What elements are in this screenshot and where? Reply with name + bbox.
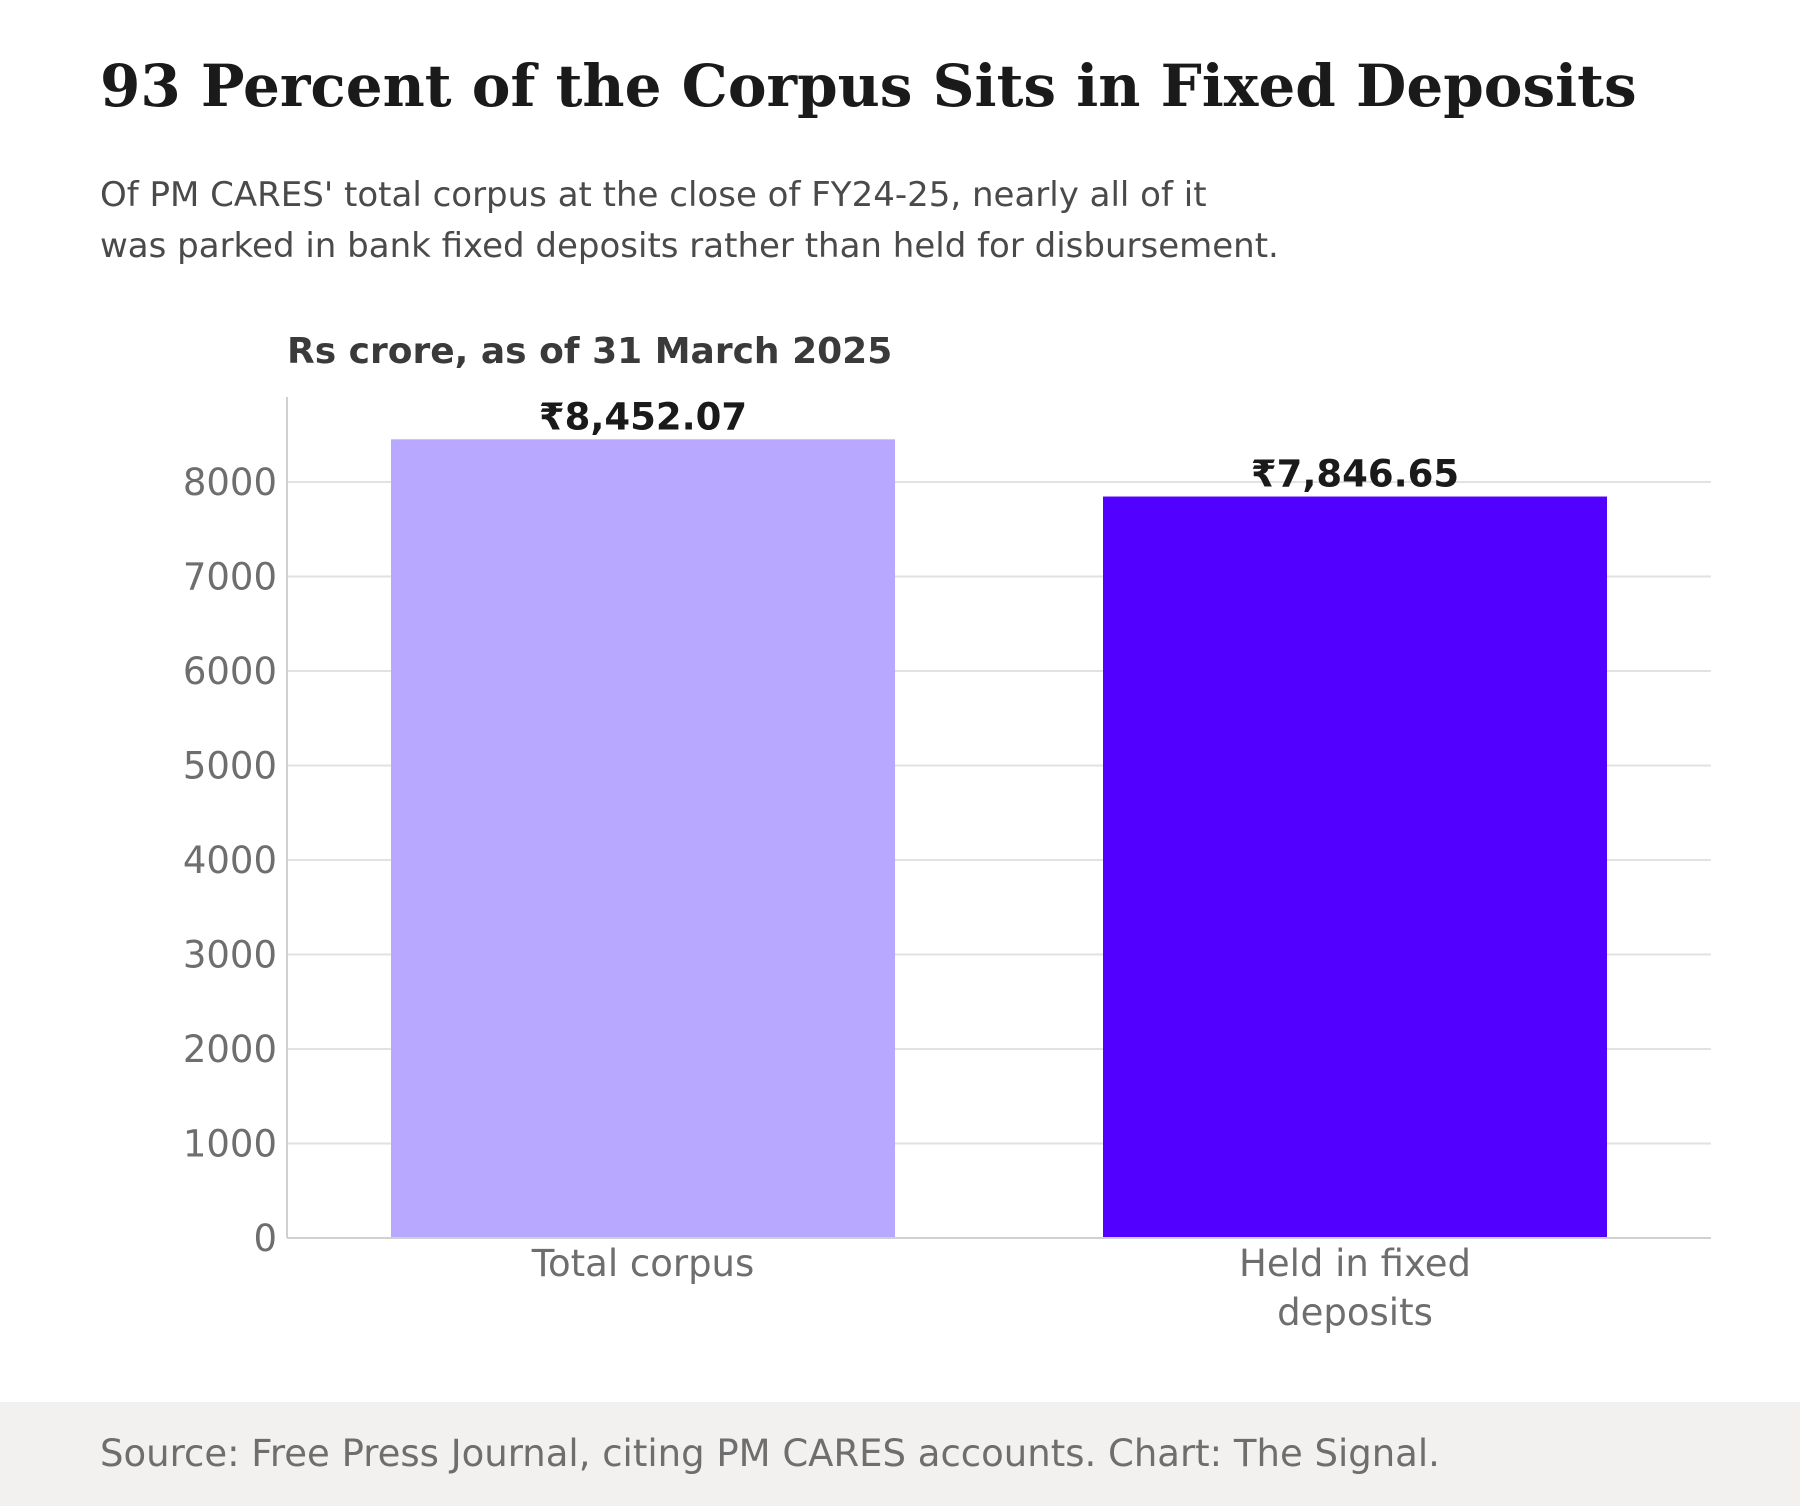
subtitle-line: Of PM CARES' total corpus at the close o… xyxy=(100,175,1207,215)
chart-units-label: Rs crore, as of 31 March 2025 xyxy=(287,331,892,372)
subtitle-line: was parked in bank fixed deposits rather… xyxy=(100,226,1279,266)
x-category-label-line: Total corpus xyxy=(531,1242,755,1285)
bar-chart: Rs crore, as of 31 March 2025 0 1000 2000 30… xyxy=(183,331,1711,1334)
bar xyxy=(391,439,895,1238)
y-tick-label: 8000 xyxy=(183,461,277,504)
x-category-label-line: deposits xyxy=(1277,1291,1433,1334)
x-category-label: Held in fixed deposits xyxy=(1239,1242,1471,1334)
chart-subtitle: Of PM CARES' total corpus at the close o… xyxy=(100,170,1279,272)
bar-value-label: ₹7,846.65 xyxy=(1251,453,1459,496)
y-tick-label: 5000 xyxy=(183,745,277,788)
x-category-label-line: Held in fixed xyxy=(1239,1242,1471,1285)
y-tick-label: 2000 xyxy=(183,1028,277,1071)
source-note: Source: Free Press Journal, citing PM CA… xyxy=(100,1432,1440,1475)
y-tick-label: 4000 xyxy=(183,839,277,882)
source-footer: Source: Free Press Journal, citing PM CA… xyxy=(0,1402,1800,1506)
labels: Rs crore, as of 31 March 2025 0 1000 2000 30… xyxy=(183,331,1471,1334)
y-tick-label: 0 xyxy=(253,1217,277,1260)
y-tick-label: 1000 xyxy=(183,1123,277,1166)
bar xyxy=(1103,496,1607,1238)
bars xyxy=(391,439,1607,1238)
chart-title: 93 Percent of the Corpus Sits in Fixed D… xyxy=(100,52,1637,120)
y-tick-label: 7000 xyxy=(183,556,277,599)
bar-value-label: ₹8,452.07 xyxy=(539,395,747,438)
axes xyxy=(286,397,1711,1239)
x-category-label: Total corpus xyxy=(531,1242,755,1285)
y-tick-label: 6000 xyxy=(183,650,277,693)
y-tick-label: 3000 xyxy=(183,934,277,977)
